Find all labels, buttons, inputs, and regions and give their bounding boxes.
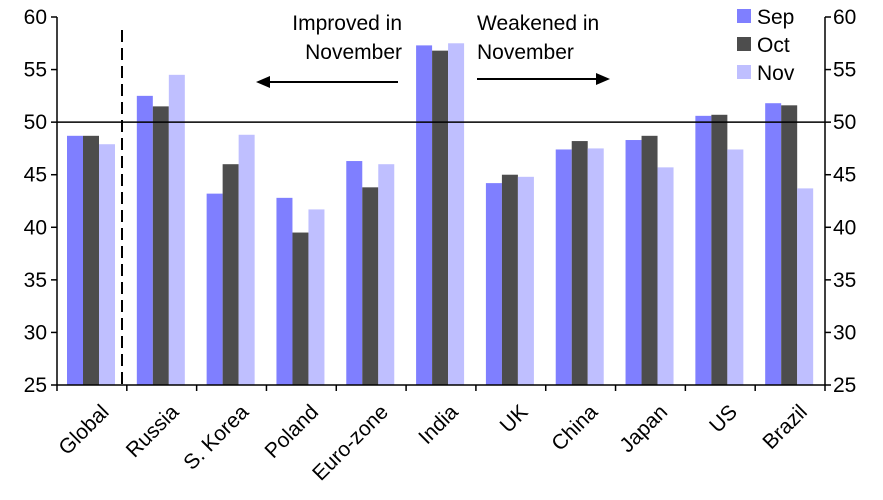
bar-russia-nov	[168, 74, 185, 385]
y-tick-label-right: 50	[833, 111, 856, 134]
y-tick-label-left: 40	[24, 216, 47, 239]
bar-brazil-sep	[765, 103, 782, 386]
bar-euro-zone-nov	[378, 164, 395, 385]
bar-poland-nov	[308, 209, 325, 385]
bar-euro-zone-oct	[362, 187, 379, 385]
bar-global-oct	[83, 135, 99, 385]
legend-swatch-sep	[737, 9, 751, 23]
y-tick-label-right: 40	[833, 216, 856, 239]
bar-russia-sep	[136, 95, 153, 385]
bar-uk-sep	[485, 183, 502, 385]
bar-china-oct	[571, 141, 588, 385]
y-tick-label-left: 50	[24, 111, 47, 134]
annotation-weakened-line2: November	[477, 41, 574, 64]
y-tick-label-right: 45	[833, 164, 856, 187]
x-tick-label-us: US	[705, 400, 742, 437]
bar-us-oct	[711, 114, 728, 385]
axes-layer	[56, 17, 826, 386]
y-tick-label-left: 35	[24, 269, 47, 292]
x-tick-label-euro-zone: Euro-zone	[308, 400, 393, 485]
x-tick-label-china: China	[547, 400, 602, 455]
bar-india-sep	[416, 45, 433, 385]
bars-layer	[67, 43, 814, 386]
arrow-left-icon	[256, 76, 270, 88]
bar-japan-nov	[657, 167, 674, 385]
x-tick-label-brazil: Brazil	[758, 400, 811, 453]
x-tick-label-poland: Poland	[261, 400, 324, 463]
bar-india-oct	[432, 50, 449, 385]
y-tick-label-right: 55	[833, 59, 856, 82]
y-tick-label-left: 60	[24, 6, 47, 29]
legend-label-oct: Oct	[757, 34, 790, 57]
bar-euro-zone-sep	[346, 161, 363, 385]
legend-label-sep: Sep	[757, 6, 794, 29]
x-tick-label-uk: UK	[496, 400, 533, 437]
bar-india-nov	[448, 43, 465, 386]
y-tick-label-left: 45	[24, 164, 47, 187]
y-tick-label-left: 30	[24, 321, 47, 344]
annotation-improved-line1: Improved in	[292, 12, 402, 35]
bar-s-korea-sep	[206, 193, 223, 385]
bar-japan-oct	[641, 135, 658, 385]
bar-global-nov	[99, 144, 115, 385]
y-axis-left-ticks: 25 30 35 40 45 50 55 60	[24, 6, 57, 397]
bar-s-korea-nov	[238, 134, 255, 385]
x-tick-label-russia: Russia	[122, 400, 184, 462]
bar-russia-oct	[152, 106, 169, 385]
bar-s-korea-oct	[222, 164, 239, 385]
annotation-weakened: Weakened in November	[477, 12, 610, 85]
annotation-improved-line2: November	[305, 41, 402, 64]
legend-swatch-oct	[737, 37, 751, 51]
legend-swatch-nov	[737, 65, 751, 79]
y-tick-label-right: 25	[833, 374, 856, 397]
annotation-weakened-line1: Weakened in	[477, 12, 599, 35]
y-tick-label-right: 35	[833, 269, 856, 292]
annotation-improved: Improved in November	[256, 12, 402, 88]
y-tick-label-left: 25	[24, 374, 47, 397]
legend-label-nov: Nov	[757, 62, 795, 85]
bar-brazil-nov	[797, 188, 814, 385]
x-tick-label-s-korea: S. Korea	[179, 400, 253, 474]
x-tick-label-global: Global	[54, 400, 113, 459]
bar-brazil-oct	[781, 105, 798, 385]
y-tick-label-right: 60	[833, 6, 856, 29]
arrow-right-icon	[596, 73, 610, 85]
x-tick-label-japan: Japan	[615, 400, 672, 457]
x-tick-label-india: India	[414, 400, 463, 449]
bar-poland-sep	[276, 197, 293, 385]
bar-china-sep	[555, 149, 572, 385]
bar-uk-oct	[501, 174, 518, 385]
bar-japan-sep	[625, 140, 642, 385]
y-axis-right-ticks: 25 30 35 40 45 50 55 60	[825, 6, 856, 397]
bar-global-sep	[67, 135, 83, 385]
legend: Sep Oct Nov	[737, 6, 795, 85]
bar-poland-oct	[292, 232, 309, 385]
bar-us-sep	[695, 115, 712, 385]
bar-uk-nov	[517, 176, 534, 385]
bar-china-nov	[587, 148, 604, 385]
y-tick-label-right: 30	[833, 321, 856, 344]
bar-us-nov	[727, 149, 744, 385]
y-tick-label-left: 55	[24, 59, 47, 82]
